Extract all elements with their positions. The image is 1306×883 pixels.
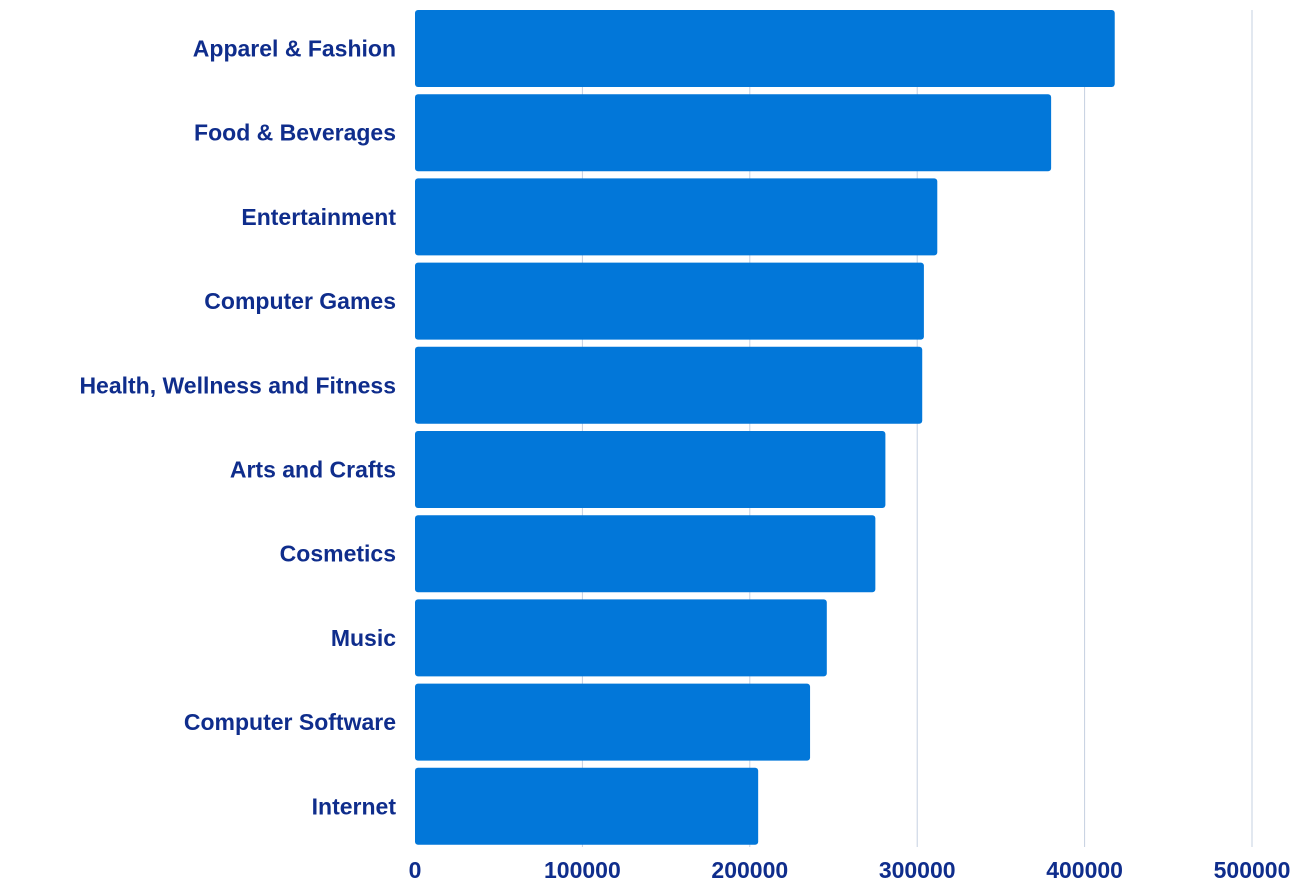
bar [415, 431, 886, 508]
x-tick-label: 400000 [1046, 857, 1123, 883]
category-label: Internet [312, 793, 397, 819]
bar [415, 599, 827, 677]
bar [415, 262, 924, 340]
category-label: Arts and Crafts [230, 457, 396, 483]
category-label: Entertainment [241, 204, 396, 230]
category-label: Health, Wellness and Fitness [79, 372, 396, 398]
x-tick-label: 500000 [1214, 857, 1291, 883]
category-label: Computer Software [184, 709, 396, 735]
x-tick-label: 100000 [544, 857, 621, 883]
category-labels: Apparel & Fashion Food & Beverages Enterta… [79, 36, 396, 820]
x-tick-label: 0 [409, 857, 422, 883]
x-tick-label: 300000 [879, 857, 956, 883]
category-label: Apparel & Fashion [193, 36, 396, 62]
bar-series [415, 10, 1115, 845]
category-label: Food & Beverages [194, 120, 396, 146]
bar [415, 178, 938, 256]
bar [415, 683, 811, 761]
bar [415, 515, 876, 593]
bar [415, 346, 923, 424]
category-label: Computer Games [204, 288, 396, 314]
category-label: Cosmetics [280, 541, 396, 567]
bar [415, 94, 1052, 172]
x-axis-tick-labels: 0 100000 200000 300000 400000 500000 [409, 857, 1291, 883]
bar [415, 767, 759, 845]
bar [415, 10, 1115, 87]
category-label: Music [331, 625, 396, 651]
x-tick-label: 200000 [711, 857, 788, 883]
